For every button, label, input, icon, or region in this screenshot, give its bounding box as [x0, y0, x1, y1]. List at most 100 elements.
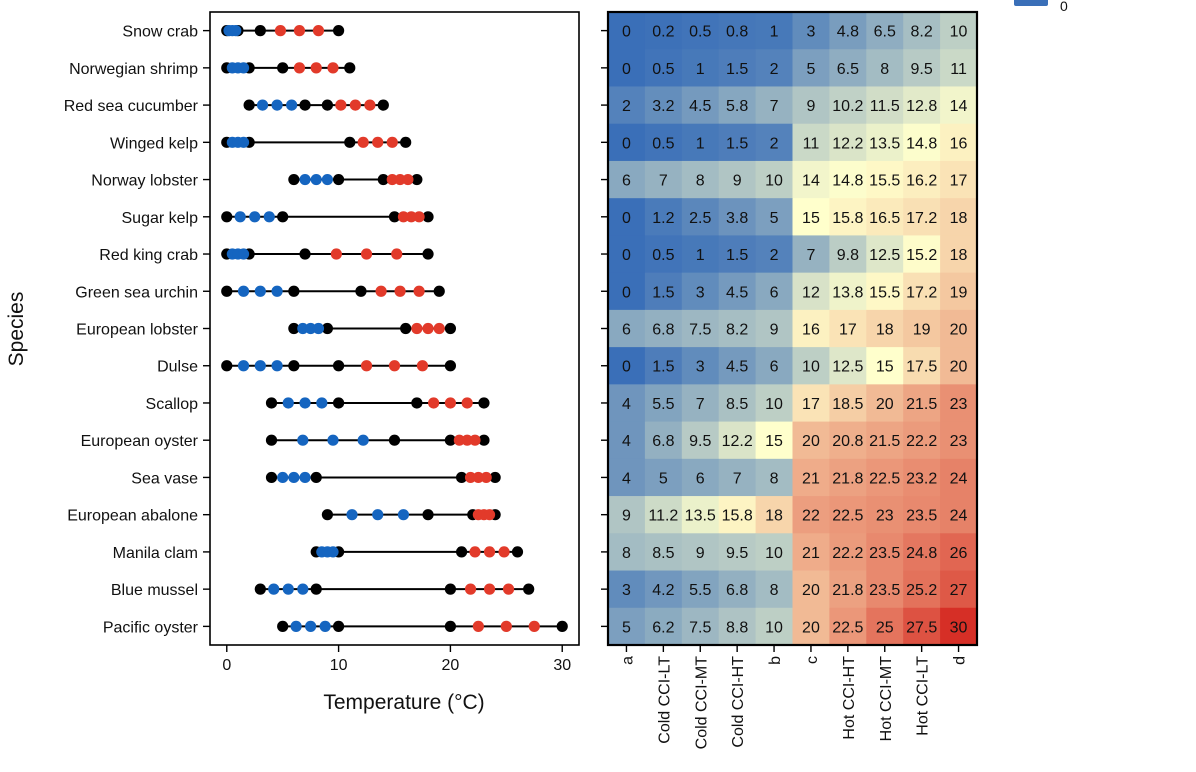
y-axis-label: Species [5, 292, 28, 367]
heatmap-cell-label: 18 [765, 508, 783, 525]
range-point [375, 286, 386, 297]
range-point [235, 211, 246, 222]
heatmap-cell-label: 5 [659, 470, 668, 487]
range-point [255, 286, 266, 297]
species-label: Winged kelp [110, 135, 198, 152]
heatmap-cell-label: 12.5 [832, 359, 863, 376]
heatmap-cell-label: 25 [876, 619, 894, 636]
range-point [465, 584, 476, 595]
range-point [478, 397, 489, 408]
heatmap-cell-label: 5.5 [689, 582, 711, 599]
heatmap-cells: 0 0.2 0.5 0.8 1 3 4.8 6.5 8.2 100 0.5 1 1.5 2 5 6.5 8 9.5… [608, 12, 977, 645]
range-point [283, 397, 294, 408]
x-tick-label: 20 [442, 657, 460, 674]
heatmap-cell-label: 9 [733, 173, 742, 190]
heatmap-cell-label: 15.5 [869, 284, 900, 301]
range-point [266, 435, 277, 446]
heatmap-cell-label: 4 [622, 396, 631, 413]
heatmap-cell-label: 3 [622, 582, 631, 599]
species-label: European oyster [81, 433, 199, 450]
range-point [400, 137, 411, 148]
range-point [350, 99, 361, 110]
heatmap-cell-label: 9.8 [837, 247, 859, 264]
range-point [445, 621, 456, 632]
heatmap-cell-label: 3 [696, 284, 705, 301]
species-label: European abalone [67, 508, 198, 525]
range-point [473, 621, 484, 632]
range-point [422, 323, 433, 334]
heatmap-cell-label: 6.5 [874, 24, 896, 41]
species-label: Sea vase [131, 470, 198, 487]
range-point [387, 137, 398, 148]
range-point [394, 286, 405, 297]
heatmap-col-label: c [804, 656, 821, 664]
species-label: Manila clam [113, 545, 198, 562]
heatmap-cell-label: 23 [876, 508, 894, 525]
range-point [291, 621, 302, 632]
range-point [238, 62, 249, 73]
heatmap-cell-label: 25.2 [906, 582, 937, 599]
heatmap-cell-label: 11 [950, 61, 967, 78]
range-point [230, 25, 241, 36]
range-point [238, 248, 249, 259]
heatmap-cell-label: 27.5 [906, 619, 937, 636]
species-label: Dulse [157, 359, 198, 376]
species-label: Norway lobster [91, 173, 198, 190]
range-point [320, 621, 331, 632]
heatmap-cell-label: 15.8 [832, 210, 863, 227]
range-point [389, 360, 400, 371]
range-point [414, 286, 425, 297]
heatmap-cell-label: 10 [950, 24, 968, 41]
range-point [311, 174, 322, 185]
range-point [355, 286, 366, 297]
heatmap-cell-label: 16.2 [906, 173, 937, 190]
range-point [271, 286, 282, 297]
range-point [316, 397, 327, 408]
range-point [445, 397, 456, 408]
heatmap-cell-label: 3 [806, 24, 815, 41]
heatmap-cell-label: 17 [802, 396, 820, 413]
range-point [434, 286, 445, 297]
heatmap-cell-label: 26 [950, 545, 968, 562]
range-point [257, 99, 268, 110]
range-point [523, 584, 534, 595]
x-tick-label: 0 [222, 657, 231, 674]
heatmap-cell-label: 5.5 [652, 396, 674, 413]
temperature-range-chart: Snow crabNorwegian shrimpRed sea cucumbe… [5, 12, 579, 714]
range-point [299, 472, 310, 483]
range-point [297, 584, 308, 595]
heatmap-cell-label: 2 [770, 135, 779, 152]
range-point [391, 248, 402, 259]
heatmap-cell-label: 4.5 [689, 98, 711, 115]
heatmap-cell-label: 23.5 [869, 545, 900, 562]
range-point [322, 174, 333, 185]
heatmap-cell-label: 10 [765, 396, 783, 413]
heatmap-cell-label: 8 [622, 545, 631, 562]
range-point [411, 397, 422, 408]
range-point [294, 62, 305, 73]
range-point [378, 99, 389, 110]
heatmap-cell-label: 1 [770, 24, 779, 41]
range-point [288, 286, 299, 297]
heatmap-cell-label: 17 [950, 173, 968, 190]
range-point [344, 137, 355, 148]
heatmap-cell-label: 23.5 [906, 508, 937, 525]
heatmap-cell-label: 16.5 [869, 210, 900, 227]
range-point [400, 323, 411, 334]
heatmap-cell-label: 7.5 [689, 619, 711, 636]
heatmap-cell-label: 22.2 [906, 433, 937, 450]
range-point [294, 25, 305, 36]
heatmap-cell-label: 8 [880, 61, 889, 78]
heatmap-cell-label: 21 [802, 470, 820, 487]
heatmap-cell-label: 11.5 [870, 98, 900, 115]
heatmap-cell-label: 18 [876, 322, 894, 339]
heatmap-cell-label: 15 [876, 359, 894, 376]
range-point [266, 472, 277, 483]
range-point [372, 509, 383, 520]
x-axis-label: Temperature (°C) [323, 691, 484, 714]
heatmap-cell-label: 24 [950, 470, 968, 487]
heatmap-col-label: d [952, 656, 969, 665]
heatmap-col-label: a [619, 656, 636, 665]
heatmap-cell-label: 30 [950, 619, 968, 636]
heatmap-cell-label: 6 [622, 322, 631, 339]
